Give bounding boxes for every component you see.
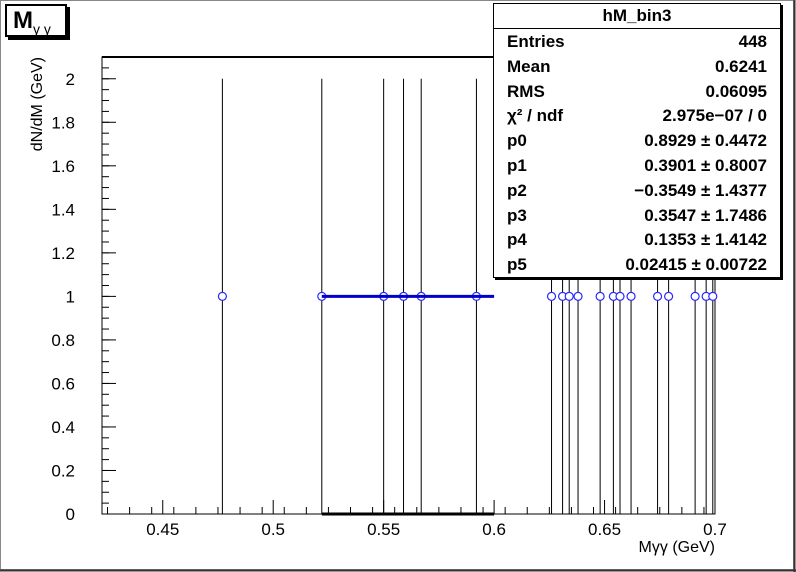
stats-row: RMS 0.06095 bbox=[494, 79, 780, 104]
stats-title: hM_bin3 bbox=[494, 4, 780, 29]
y-tick-label: 0.8 bbox=[51, 331, 75, 350]
stats-key: p5 bbox=[507, 255, 527, 275]
y-axis-label: dN/dM (GeV) bbox=[29, 57, 46, 151]
stats-row: p1 0.3901 ± 0.8007 bbox=[494, 153, 780, 178]
y-tick-label: 1.4 bbox=[51, 200, 75, 219]
stats-value: 0.8929 ± 0.4472 bbox=[644, 131, 767, 151]
data-point bbox=[708, 291, 718, 301]
x-tick-label: 0.5 bbox=[261, 520, 285, 539]
stats-key: χ² / ndf bbox=[507, 106, 564, 126]
stats-row: p3 0.3547 ± 1.7486 bbox=[494, 203, 780, 228]
data-point bbox=[595, 291, 605, 301]
x-tick-label: 0.6 bbox=[482, 520, 506, 539]
stats-value: 0.6241 bbox=[715, 56, 767, 76]
x-tick-label: 0.7 bbox=[703, 520, 727, 539]
y-tick-label: 1.2 bbox=[51, 244, 75, 263]
x-tick-label: 0.55 bbox=[367, 520, 400, 539]
stats-row: p5 0.02415 ± 0.00722 bbox=[494, 252, 780, 277]
title-label: Mγ γ bbox=[13, 7, 51, 37]
y-tick-label: 1 bbox=[66, 287, 75, 306]
stats-key: p1 bbox=[507, 155, 527, 175]
stats-value: 0.02415 ± 0.00722 bbox=[625, 255, 767, 275]
stats-key: p4 bbox=[507, 230, 527, 250]
stats-key: p2 bbox=[507, 180, 527, 200]
stats-value: 2.975e−07 / 0 bbox=[662, 106, 767, 126]
x-tick-label: 0.45 bbox=[146, 520, 179, 539]
data-point bbox=[546, 291, 557, 301]
data-point bbox=[564, 291, 574, 301]
stats-key: p3 bbox=[507, 205, 527, 225]
stats-value: 0.1353 ± 1.4142 bbox=[644, 230, 767, 250]
y-tick-label: 1.8 bbox=[51, 113, 75, 132]
stats-key: RMS bbox=[507, 81, 545, 101]
stats-row: p4 0.1353 ± 1.4142 bbox=[494, 227, 780, 252]
stats-box: hM_bin3 Entries 448 Mean 0.6241 RMS 0.06095 χ²… bbox=[493, 3, 781, 278]
y-tick-label: 0 bbox=[66, 505, 75, 524]
stats-value: 0.3901 ± 0.8007 bbox=[644, 155, 767, 175]
stats-row: Entries 448 bbox=[494, 29, 780, 54]
y-tick-label: 0.4 bbox=[51, 418, 75, 437]
data-point bbox=[573, 291, 583, 301]
stats-row: χ² / ndf 2.975e−07 / 0 bbox=[494, 103, 780, 128]
stats-value: 0.06095 bbox=[705, 81, 767, 101]
stats-row: Mean 0.6241 bbox=[494, 54, 780, 79]
data-point bbox=[690, 291, 700, 301]
stats-value: 0.3547 ± 1.7486 bbox=[644, 205, 767, 225]
stats-key: p0 bbox=[507, 131, 527, 151]
y-tick-label: 2 bbox=[66, 70, 75, 89]
data-point bbox=[615, 291, 625, 301]
data-point bbox=[652, 291, 663, 301]
stats-row: p2 −0.3549 ± 1.4377 bbox=[494, 178, 780, 203]
data-point bbox=[626, 291, 636, 301]
stats-value: 448 bbox=[738, 32, 767, 51]
y-tick-label: 0.6 bbox=[51, 374, 75, 393]
stats-row: p0 0.8929 ± 0.4472 bbox=[494, 128, 780, 153]
title-box: Mγ γ bbox=[5, 4, 67, 37]
stats-key: Entries bbox=[507, 32, 565, 51]
data-point bbox=[217, 291, 227, 301]
stats-rows: Entries 448 Mean 0.6241 RMS 0.06095 χ² / ndf 2.… bbox=[494, 29, 780, 277]
x-axis-label: Mγγ (GeV) bbox=[639, 539, 715, 556]
y-tick-label: 0.2 bbox=[51, 461, 75, 480]
data-point bbox=[664, 291, 674, 301]
x-tick-label: 0.65 bbox=[588, 520, 621, 539]
stats-key: Mean bbox=[507, 56, 551, 76]
stats-value: −0.3549 ± 1.4377 bbox=[634, 180, 767, 200]
y-tick-label: 1.6 bbox=[51, 157, 75, 176]
